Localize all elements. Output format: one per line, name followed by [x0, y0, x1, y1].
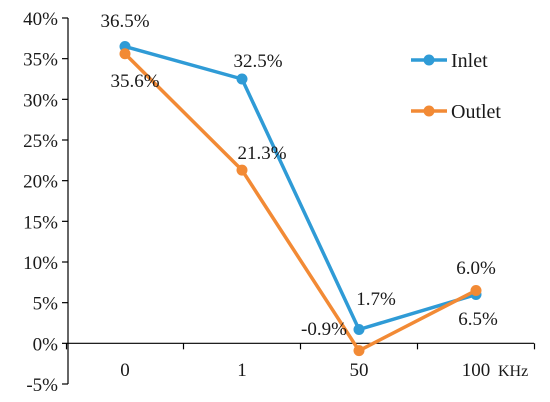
y-tick-label: 25% [23, 131, 58, 152]
series-line-outlet [123, 52, 477, 353]
y-tick-label: 5% [33, 294, 59, 315]
data-label-outlet: 35.6% [110, 71, 159, 92]
data-label-outlet: 6.5% [458, 309, 498, 330]
y-tick-label: 10% [23, 253, 58, 274]
y-tick-label: 20% [23, 172, 58, 193]
data-point-inlet [353, 324, 365, 336]
data-point-outlet [119, 48, 131, 60]
data-point-outlet [236, 164, 248, 176]
legend-label-outlet: Outlet [451, 101, 501, 123]
y-tick-label: 15% [23, 212, 58, 233]
data-point-inlet [236, 73, 248, 85]
legend-marker-inlet [423, 54, 435, 66]
legend-marker-outlet [423, 105, 435, 117]
data-label-outlet: -0.9% [301, 319, 347, 340]
legend-label-inlet: Inlet [451, 50, 488, 72]
series-line-inlet [124, 44, 477, 332]
x-tick-label: 100 [462, 360, 491, 381]
chart-axes: -5% 0% 5% 10% 15% 20% 25% 30% 35% 40% 0 1 50 100 [23, 9, 536, 396]
data-label-inlet: 36.5% [100, 11, 149, 32]
x-axis-unit-label: KHz [498, 363, 528, 380]
data-label-inlet: 32.5% [233, 51, 282, 72]
y-tick-label: 35% [23, 50, 58, 71]
y-tick-label: 40% [23, 9, 58, 30]
data-label-outlet: 21.3% [237, 143, 286, 164]
y-tick-label: 0% [33, 334, 59, 355]
chart-series [119, 40, 482, 357]
data-point-outlet [353, 345, 365, 357]
y-tick-label: 30% [23, 90, 58, 111]
x-tick-label: 50 [350, 360, 369, 381]
data-point-outlet [470, 284, 482, 296]
y-tick-label: -5% [26, 375, 58, 396]
data-label-inlet: 1.7% [356, 289, 396, 310]
data-label-inlet: 6.0% [456, 258, 496, 279]
x-tick-label: 0 [120, 360, 130, 381]
x-tick-label: 1 [237, 360, 247, 381]
chart-data-labels: 36.5% 32.5% 1.7% 6.0% 35.6% 21.3% -0.9% 6.5% [100, 11, 498, 340]
chart-legend: Inlet Outlet [411, 50, 501, 123]
